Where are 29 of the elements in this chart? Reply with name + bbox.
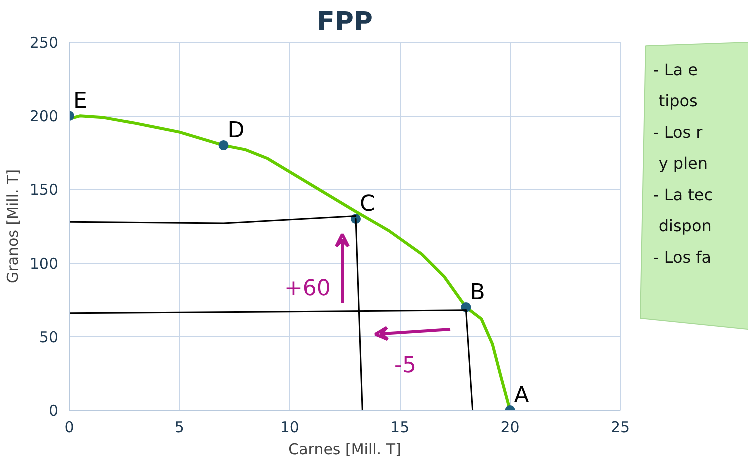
text: y plen xyxy=(658,154,708,174)
annotation: C xyxy=(360,192,376,218)
annotation: +60 xyxy=(284,276,331,302)
text: - Los r xyxy=(653,122,704,142)
x-tick-label: 5 xyxy=(174,418,184,436)
text: tipos xyxy=(658,92,698,111)
text: - La e xyxy=(653,60,698,80)
y-tick-label: 100 xyxy=(30,254,59,273)
y-tick-label: 50 xyxy=(39,328,59,346)
text: - Los fa xyxy=(653,248,712,267)
x-tick-label: 25 xyxy=(610,418,630,436)
chart-title: FPP xyxy=(317,8,373,38)
x-tick-label: 20 xyxy=(500,418,520,436)
y-axis-title: Granos [Mill. T] xyxy=(4,169,22,284)
x-tick-label: 10 xyxy=(280,418,300,436)
y-tick-label: 0 xyxy=(48,402,59,420)
x-tick-label: 15 xyxy=(390,418,410,436)
text: - La tec xyxy=(653,185,714,204)
annotation: E xyxy=(74,89,88,114)
y-tick-label: 150 xyxy=(30,181,59,200)
x-tick-label: 0 xyxy=(64,418,74,436)
annotation: B xyxy=(470,280,486,306)
y-tick-label: 200 xyxy=(30,108,59,126)
annotation: D xyxy=(228,118,245,144)
annotation: -5 xyxy=(394,354,416,378)
annotation: A xyxy=(514,384,530,408)
y-tick-label: 250 xyxy=(30,34,59,52)
text: dispon xyxy=(658,216,712,236)
x-axis-title: Carnes [Mill. T] xyxy=(288,440,402,458)
